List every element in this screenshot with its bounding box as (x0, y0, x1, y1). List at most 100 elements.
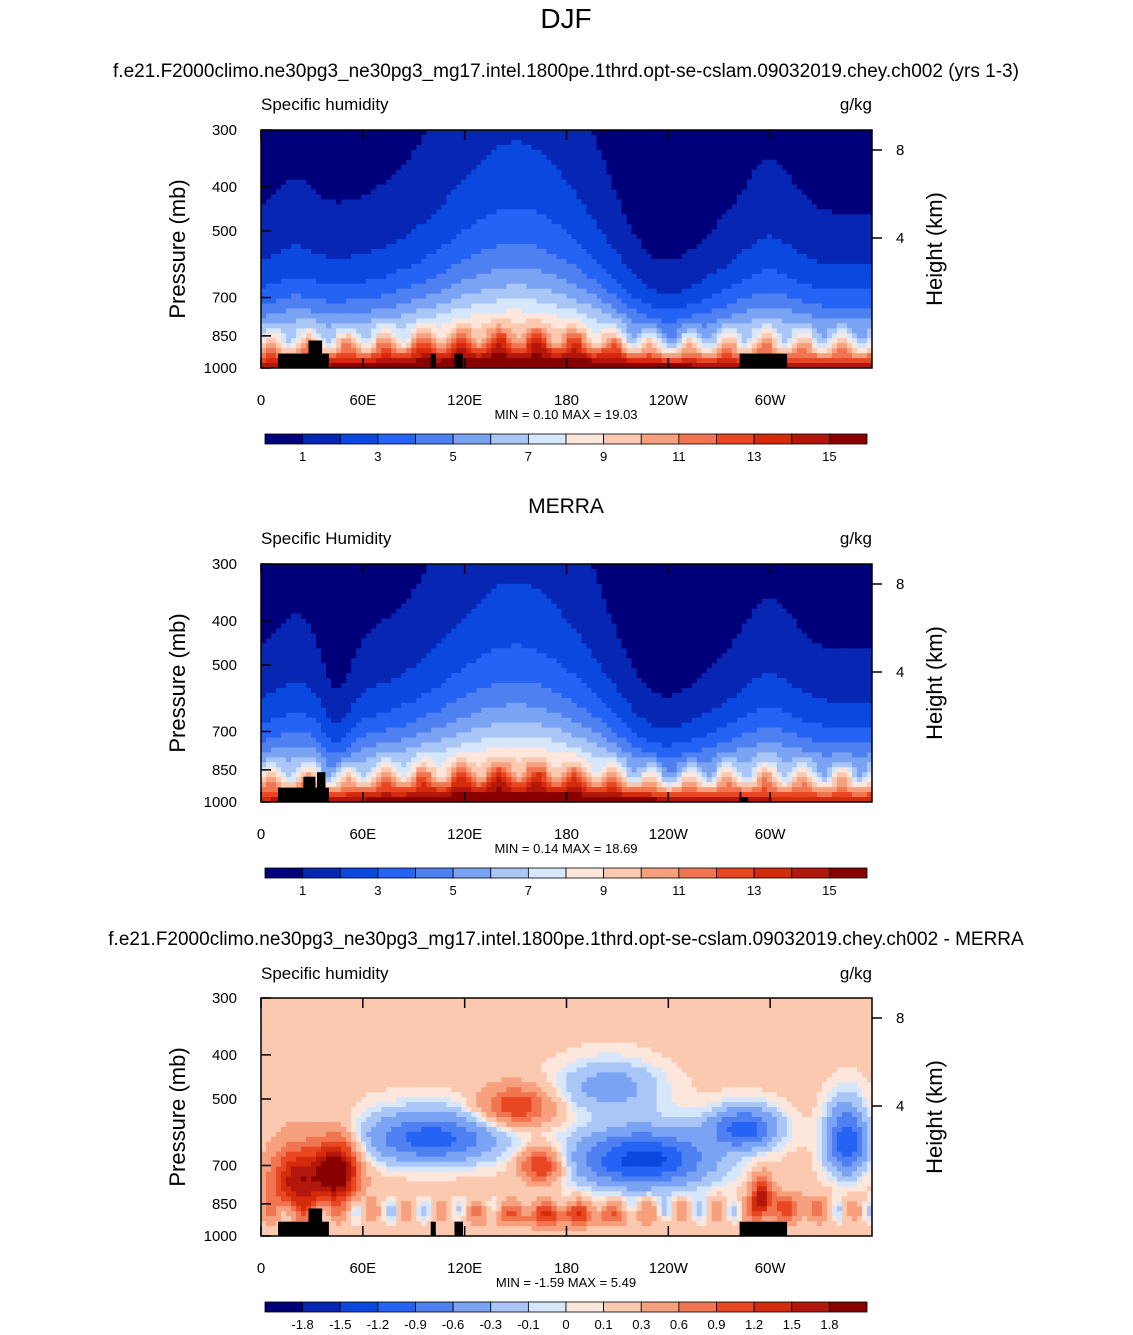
contour-cell (471, 150, 477, 156)
contour-cell (441, 180, 447, 186)
contour-cell (777, 140, 783, 146)
contour-cell (667, 175, 673, 181)
contour-cell (732, 170, 738, 176)
contour-cell (341, 175, 347, 181)
contour-cell (857, 165, 863, 171)
contour-cell (587, 130, 593, 136)
contour-cell (436, 160, 442, 166)
contour-cell (712, 165, 718, 171)
contour-cell (587, 150, 593, 156)
contour-cell (812, 190, 818, 196)
contour-cell (531, 190, 537, 196)
contour-cell (376, 160, 382, 166)
contour-cell (857, 145, 863, 151)
contour-cell (456, 135, 462, 141)
contour-cell (396, 150, 402, 156)
contour-cell (466, 165, 472, 171)
contour-cell (426, 180, 432, 186)
contour-cell (336, 150, 342, 156)
contour-cell (707, 180, 713, 186)
contour-cell (436, 145, 442, 151)
contour-cell (717, 150, 723, 156)
contour-cell (261, 155, 267, 161)
contour-cell (737, 150, 743, 156)
contour-cell (842, 140, 848, 146)
contour-cell (687, 170, 693, 176)
contour-cell (697, 185, 703, 191)
contour-cell (827, 160, 833, 166)
contour-cell (386, 180, 392, 186)
contour-cell (331, 175, 337, 181)
contour-cell (707, 185, 713, 191)
contour-cell (672, 175, 678, 181)
contour-cell (702, 185, 708, 191)
contour-cell (556, 135, 562, 141)
contour-cell (456, 175, 462, 181)
contour-cell (366, 165, 372, 171)
contour-cell (692, 185, 698, 191)
contour-cell (291, 190, 297, 196)
contour-cell (536, 155, 542, 161)
contour-cell (286, 170, 292, 176)
contour-cell (476, 135, 482, 141)
contour-cell (506, 165, 512, 171)
contour-cell (837, 165, 843, 171)
contour-cell (386, 140, 392, 146)
contour-cell (832, 160, 838, 166)
contour-cell (712, 130, 718, 136)
contour-cell (531, 170, 537, 176)
contour-cell (446, 135, 452, 141)
contour-cell (351, 160, 357, 166)
contour-cell (271, 135, 277, 141)
contour-cell (546, 160, 552, 166)
contour-cell (822, 155, 828, 161)
contour-cell (747, 170, 753, 176)
contour-cell (366, 160, 372, 166)
contour-cell (847, 175, 853, 181)
contour-cell (817, 180, 823, 186)
contour-cell (722, 155, 728, 161)
contour-cell (692, 175, 698, 181)
contour-cell (742, 155, 748, 161)
contour-cell (511, 145, 517, 151)
contour-cell (707, 135, 713, 141)
contour-cell (291, 130, 297, 136)
contour-cell (697, 150, 703, 156)
contour-cell (281, 150, 287, 156)
contour-cell (426, 170, 432, 176)
contour-cell (692, 155, 698, 161)
contour-cell (386, 185, 392, 191)
contour-cell (742, 190, 748, 196)
contour-cell (802, 175, 808, 181)
contour-cell (456, 155, 462, 161)
contour-cell (692, 150, 698, 156)
contour-cell (622, 180, 628, 186)
contour-cell (692, 140, 698, 146)
contour-cell (361, 165, 367, 171)
contour-cell (652, 190, 658, 196)
contour-cell (546, 140, 552, 146)
contour-cell (421, 140, 427, 146)
contour-cell (381, 175, 387, 181)
contour-cell (451, 180, 457, 186)
contour-cell (456, 145, 462, 151)
contour-cell (757, 130, 763, 136)
contour-cell (777, 170, 783, 176)
contour-cell (311, 135, 317, 141)
contour-cell (717, 180, 723, 186)
contour-cell (426, 165, 432, 171)
contour-cell (677, 160, 683, 166)
contour-cell (607, 145, 613, 151)
contour-cell (592, 150, 598, 156)
contour-cell (466, 180, 472, 186)
contour-cell (717, 145, 723, 151)
contour-cell (692, 135, 698, 141)
contour-cell (451, 130, 457, 136)
contour-cell (561, 185, 567, 191)
contour-cell (632, 180, 638, 186)
contour-cell (662, 140, 668, 146)
contour-cell (682, 130, 688, 136)
contour-cell (381, 135, 387, 141)
contour-cell (622, 170, 628, 176)
contour-cell (531, 140, 537, 146)
